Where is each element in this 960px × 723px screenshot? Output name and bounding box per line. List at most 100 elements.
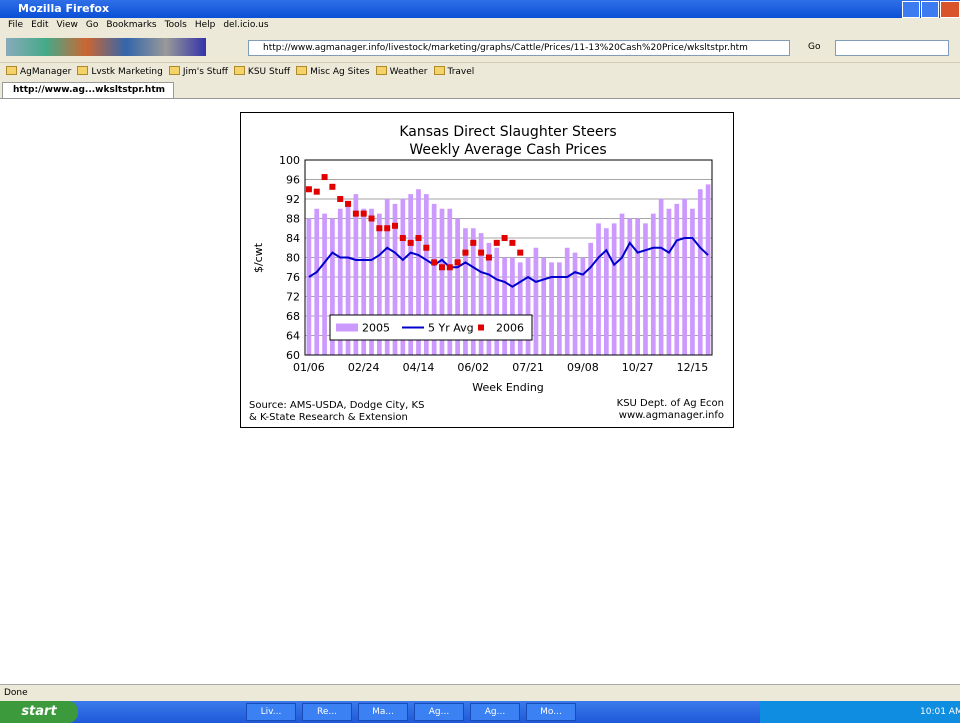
point xyxy=(493,239,500,246)
start-button[interactable]: start xyxy=(0,701,78,723)
point xyxy=(352,210,359,217)
point xyxy=(392,222,399,229)
y-axis-label: $/cwt xyxy=(252,242,265,273)
y-tick-label: 84 xyxy=(286,232,300,245)
bookmarks-bar: AgManager Lvstk Marketing Jim's Stuff KSU S… xyxy=(0,62,960,81)
search-box[interactable] xyxy=(835,40,949,56)
bar xyxy=(455,218,460,355)
url: http://www.agmanager.info/livestock/mark… xyxy=(263,43,748,53)
menu-item[interactable]: File xyxy=(8,20,24,30)
y-tick-label: 76 xyxy=(286,271,300,284)
status-bar: Done xyxy=(0,684,960,701)
y-tick-label: 100 xyxy=(279,154,300,167)
bar xyxy=(697,189,703,355)
y-tick-label: 60 xyxy=(286,349,300,362)
bar xyxy=(306,218,312,355)
x-tick-label: 12/15 xyxy=(677,361,709,374)
maximize-button[interactable] xyxy=(921,1,939,18)
tab[interactable]: http://www.ag...wksltstpr.htm xyxy=(2,82,174,98)
y-tick-label: 88 xyxy=(286,213,300,226)
bar xyxy=(643,223,648,355)
bar xyxy=(580,257,586,355)
bar xyxy=(439,208,445,355)
point xyxy=(501,235,508,241)
bar xyxy=(330,218,335,355)
go-label: Go xyxy=(808,42,821,52)
close-button[interactable] xyxy=(940,1,960,18)
point xyxy=(407,239,414,246)
point xyxy=(485,254,492,261)
bar xyxy=(635,218,640,355)
title-bar: Mozilla Firefox xyxy=(0,0,960,18)
task-button[interactable]: Ag... xyxy=(470,702,520,721)
tab-title: http://www.ag...wksltstpr.htm xyxy=(13,85,165,95)
menu-item[interactable]: Bookmarks xyxy=(106,20,157,30)
menu-item[interactable]: Edit xyxy=(31,20,49,30)
bar xyxy=(400,199,406,355)
task-button[interactable]: Liv... xyxy=(246,702,296,721)
bar xyxy=(392,203,398,355)
x-tick-label: 10/27 xyxy=(622,361,654,374)
plot-frame xyxy=(304,159,713,356)
task-button[interactable]: Ma... xyxy=(358,702,408,721)
task-button[interactable]: Ag... xyxy=(414,702,464,721)
point xyxy=(470,239,477,246)
bar xyxy=(627,218,633,355)
legend-label: 5 Yr Avg xyxy=(428,322,474,335)
credit-note: www.agmanager.info xyxy=(619,410,724,421)
bar xyxy=(541,257,547,355)
toolbar-buttons[interactable] xyxy=(6,38,206,56)
bar xyxy=(690,208,695,355)
point xyxy=(478,249,485,256)
bar xyxy=(345,203,351,355)
point xyxy=(321,174,328,181)
menu-item[interactable]: View xyxy=(56,20,78,30)
chart: Kansas Direct Slaughter Steers Weekly Av… xyxy=(240,112,734,428)
bar xyxy=(377,213,382,355)
legend-label: 2005 xyxy=(362,322,390,335)
bar xyxy=(525,257,531,355)
point xyxy=(454,259,461,266)
task-list: Liv... Re... Ma... Ag... Ag... Mo... xyxy=(240,701,576,723)
tab-bar: http://www.ag...wksltstpr.htm xyxy=(0,80,960,99)
menu-bar: File Edit View Go Bookmarks Tools Help del.icio… xyxy=(0,18,960,32)
legend-label: 2006 xyxy=(496,322,524,335)
point xyxy=(376,225,383,232)
bookmark[interactable]: Weather xyxy=(376,63,428,81)
bookmark[interactable]: KSU Stuff xyxy=(234,63,290,81)
bar xyxy=(337,208,343,355)
bookmark[interactable]: Misc Ag Sites xyxy=(296,63,369,81)
bar xyxy=(510,257,515,355)
bookmark[interactable]: Lvstk Marketing xyxy=(77,63,163,81)
x-tick-label: 01/06 xyxy=(293,361,325,374)
address-bar[interactable]: http://www.agmanager.info/livestock/mark… xyxy=(248,40,790,56)
source-note: & K-State Research & Extension xyxy=(249,412,408,423)
legend xyxy=(329,314,533,341)
status-text: Done xyxy=(4,688,28,698)
bar xyxy=(549,262,554,355)
task-button[interactable]: Mo... xyxy=(526,702,576,721)
point xyxy=(368,215,375,222)
bookmark[interactable]: Jim's Stuff xyxy=(169,63,228,81)
menu-item[interactable]: Tools xyxy=(164,20,187,30)
point xyxy=(337,196,344,202)
minimize-button[interactable] xyxy=(902,1,920,18)
point xyxy=(345,200,352,207)
bookmark[interactable]: Travel xyxy=(434,63,475,81)
point xyxy=(360,210,367,217)
x-tick-label: 07/21 xyxy=(512,361,544,374)
point xyxy=(517,249,524,256)
menu-item[interactable]: del.icio.us xyxy=(223,20,269,30)
bar xyxy=(314,208,320,355)
go-button[interactable]: Go xyxy=(808,40,820,54)
menu-item[interactable]: Help xyxy=(194,20,216,30)
system-tray xyxy=(760,701,960,723)
window-title: Mozilla Firefox xyxy=(18,2,110,15)
bar xyxy=(361,208,367,355)
menu-item[interactable]: Go xyxy=(85,20,99,30)
point xyxy=(423,244,430,251)
bar xyxy=(533,247,539,355)
bookmark[interactable]: AgManager xyxy=(6,63,71,81)
task-button[interactable]: Re... xyxy=(302,702,352,721)
